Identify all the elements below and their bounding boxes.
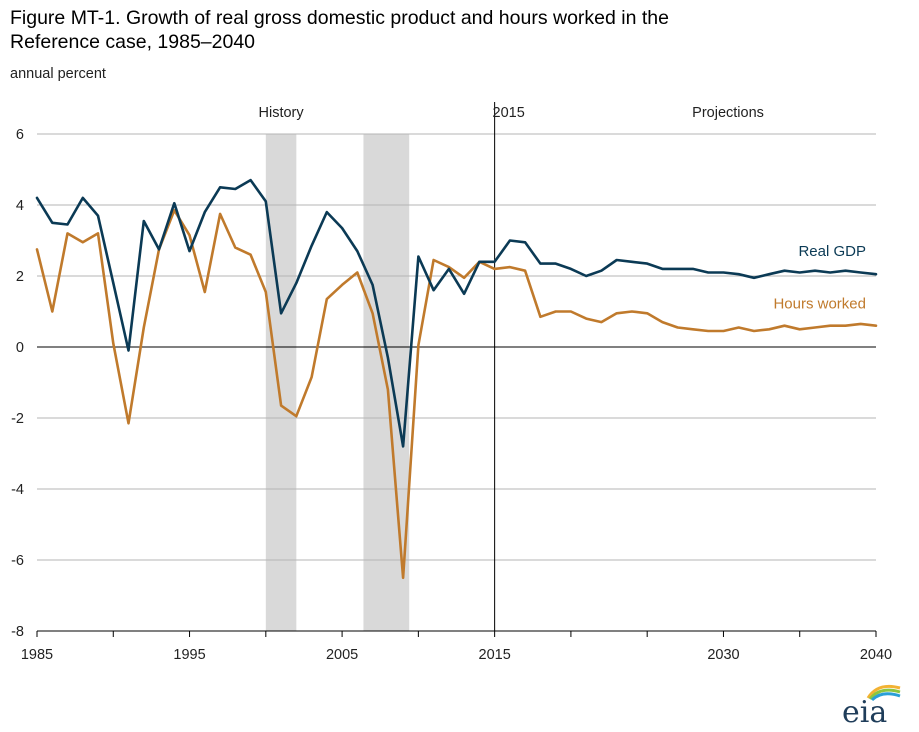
x-tick-label-2040: 2040 [860,647,892,663]
chart-title: Figure MT-1. Growth of real gross domest… [10,6,890,54]
y-tick-label-4: 4 [16,198,24,214]
y-tick-label--2: -2 [11,411,24,427]
legend-real-gdp: Real GDP [798,243,866,260]
projections-label: Projections [692,105,764,121]
x-tick-label-2030: 2030 [707,647,739,663]
x-tick-label-1985: 1985 [21,647,53,663]
legend-hours-worked: Hours worked [773,296,866,313]
x-tick-label-1995: 1995 [173,647,205,663]
y-tick-label--8: -8 [11,624,24,640]
gridlines [37,133,876,632]
y-tick-label--6: -6 [11,553,24,569]
series-lines [35,178,878,580]
chart-title-line-2: Reference case, 1985–2040 [10,31,256,53]
year-2015-label: 2015 [493,105,525,121]
chart-title-line-1: Figure MT-1. Growth of real gross domest… [10,7,669,29]
x-tick-label-2005: 2005 [326,647,358,663]
x-tick-label-2015: 2015 [479,647,511,663]
recession-bands [265,134,410,631]
eia-logo-text: eia [842,695,887,726]
y-tick-label-0: 0 [16,340,24,356]
hours-worked-line [35,209,878,580]
y-axis-unit-label: annual percent [10,66,106,82]
y-tick-label-6: 6 [16,127,24,143]
x-axis [37,346,876,632]
y-tick-label-2: 2 [16,269,24,285]
history-label: History [259,105,305,121]
x-axis-ticks: 1985 1995 2005 2015 2030 2040 [21,631,892,663]
y-axis-ticks: 6 4 2 0 -2 -4 -6 -8 [11,127,24,640]
real-gdp-line [35,178,878,448]
recession-band-1 [265,134,297,631]
eia-logo-icon: eia [842,684,901,726]
y-tick-label--4: -4 [11,482,24,498]
